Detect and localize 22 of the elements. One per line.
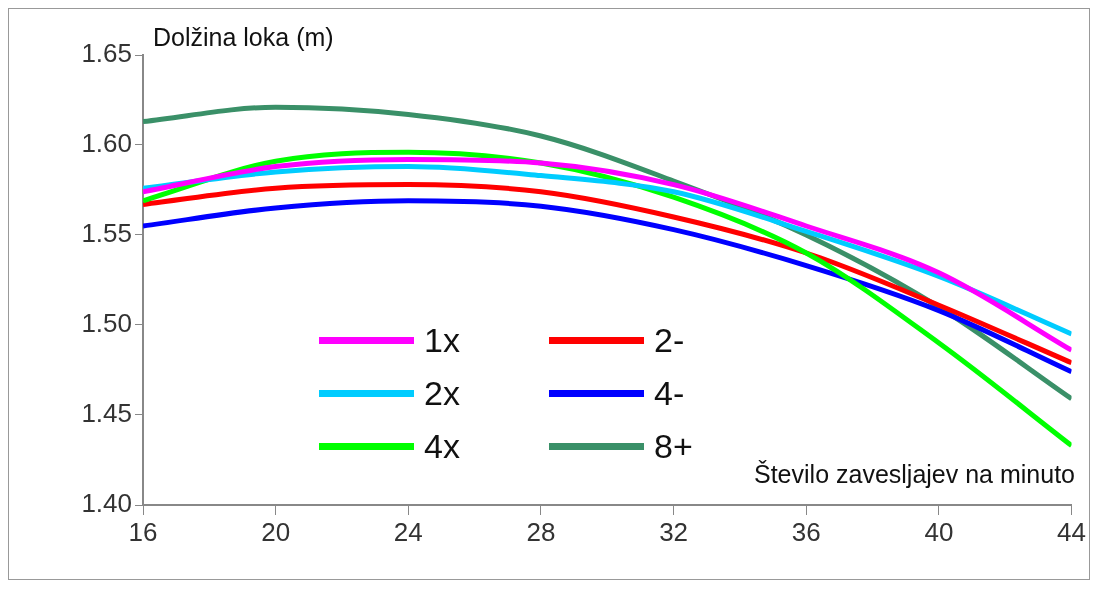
x-tick-label: 16	[128, 516, 158, 547]
legend-label: 1x	[424, 321, 460, 360]
x-tick-label: 28	[526, 516, 556, 547]
x-tick-label: 24	[393, 516, 423, 547]
y-tick-label: 1.60	[81, 128, 132, 159]
y-tick-label: 1.45	[81, 398, 132, 429]
y-tick-label: 1.40	[81, 488, 132, 519]
y-axis-title: Dolžina loka (m)	[153, 23, 334, 52]
legend-label: 2-	[654, 321, 685, 360]
legend-label: 8+	[654, 427, 693, 466]
x-tick-label: 44	[1057, 516, 1086, 547]
x-tick-label: 32	[659, 516, 689, 547]
legend-label: 4-	[654, 374, 685, 413]
y-tick-label: 1.55	[81, 218, 132, 249]
y-tick-label: 1.65	[81, 38, 132, 69]
x-tick-label: 40	[924, 516, 954, 547]
x-tick-label: 36	[791, 516, 821, 547]
y-tick-label: 1.50	[81, 308, 132, 339]
x-tick-label: 20	[261, 516, 291, 547]
legend-label: 4x	[424, 427, 460, 466]
x-axis-title: Število zavesljajev na minuto	[754, 460, 1075, 489]
legend-label: 2x	[424, 374, 460, 413]
